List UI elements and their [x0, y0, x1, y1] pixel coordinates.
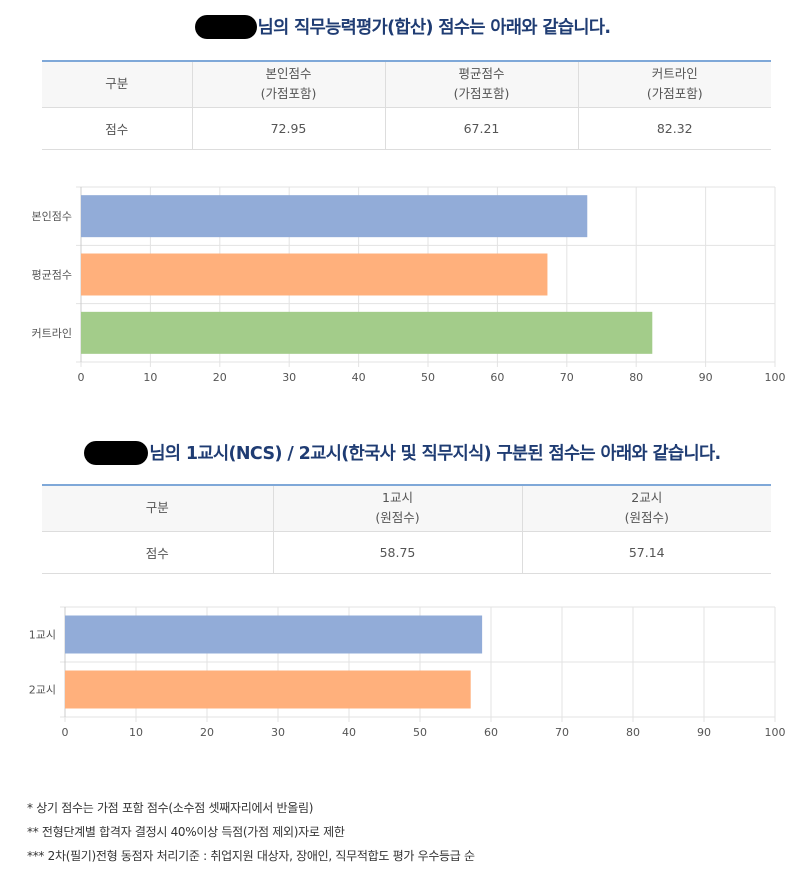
bar	[65, 615, 483, 654]
x-tick-label: 70	[560, 371, 574, 384]
header-category: 구분	[42, 485, 273, 532]
x-tick-label: 100	[765, 371, 786, 384]
section2-score-table: 구분 1교시 (원점수) 2교시 (원점수) 점수 58.75 57.14	[42, 484, 771, 574]
table-row: 점수 58.75 57.14	[42, 531, 771, 574]
x-tick-label: 80	[629, 371, 643, 384]
section1-title: 님의 직무능력평가(합산) 점수는 아래와 같습니다.	[0, 14, 805, 39]
footnote-1: * 상기 점수는 가점 포함 점수(소수점 셋째자리에서 반올림)	[27, 801, 314, 815]
bar	[81, 195, 588, 238]
y-tick-label: 1교시	[29, 629, 56, 642]
header-cutline: 커트라인 (가점포함)	[577, 61, 771, 108]
x-tick-label: 20	[200, 726, 214, 739]
x-tick-label: 30	[271, 726, 285, 739]
y-tick-label: 평균점수	[32, 269, 72, 282]
table-header-row: 구분 1교시 (원점수) 2교시 (원점수)	[42, 485, 771, 532]
footnote-2: ** 전형단계별 합격자 결정시 40%이상 득점(가점 제외)자로 제한	[27, 825, 345, 839]
my-score-value: 72.95	[191, 107, 385, 150]
section2-title: 님의 1교시(NCS) / 2교시(한국사 및 직무지식) 구분된 점수는 아래…	[0, 440, 805, 465]
x-tick-label: 50	[413, 726, 427, 739]
x-tick-label: 70	[555, 726, 569, 739]
redacted-name	[84, 441, 149, 465]
y-tick-label: 본인점수	[32, 210, 72, 223]
bar	[81, 253, 548, 296]
row-label: 점수	[42, 107, 192, 150]
footnotes: * 상기 점수는 가점 포함 점수(소수점 셋째자리에서 반올림) ** 전형단…	[27, 796, 475, 868]
redacted-name	[194, 15, 257, 39]
x-tick-label: 60	[484, 726, 498, 739]
y-tick-label: 커트라인	[32, 327, 72, 340]
header-period2: 2교시 (원점수)	[521, 485, 771, 532]
x-tick-label: 20	[213, 371, 227, 384]
header-category: 구분	[42, 61, 192, 108]
header-my-score: 본인점수 (가점포함)	[191, 61, 385, 108]
period2-value: 57.14	[521, 531, 771, 574]
header-average-score: 평균점수 (가점포함)	[384, 61, 578, 108]
x-tick-label: 100	[765, 726, 786, 739]
period1-value: 58.75	[272, 531, 522, 574]
x-tick-label: 90	[699, 371, 713, 384]
header-period1: 1교시 (원점수)	[272, 485, 522, 532]
table-header-row: 구분 본인점수 (가점포함) 평균점수 (가점포함) 커트라인 (가점포함)	[42, 61, 771, 108]
table-row: 점수 72.95 67.21 82.32	[42, 107, 771, 150]
x-tick-label: 50	[421, 371, 435, 384]
x-tick-label: 0	[78, 371, 85, 384]
bar	[65, 670, 471, 709]
x-tick-label: 0	[62, 726, 69, 739]
x-tick-label: 40	[352, 371, 366, 384]
cutline-value: 82.32	[577, 107, 771, 150]
x-tick-label: 90	[697, 726, 711, 739]
average-score-value: 67.21	[384, 107, 578, 150]
x-tick-label: 40	[342, 726, 356, 739]
footnote-3: *** 2차(필기)전형 동점자 처리기준 : 취업지원 대상자, 장애인, 직…	[27, 849, 475, 863]
x-tick-label: 10	[143, 371, 157, 384]
x-tick-label: 10	[129, 726, 143, 739]
row-label: 점수	[42, 531, 273, 574]
bar	[81, 311, 653, 354]
x-tick-label: 60	[490, 371, 504, 384]
y-tick-label: 2교시	[29, 684, 56, 697]
x-tick-label: 80	[626, 726, 640, 739]
x-tick-label: 30	[282, 371, 296, 384]
section1-score-table: 구분 본인점수 (가점포함) 평균점수 (가점포함) 커트라인 (가점포함) 점수 7…	[42, 60, 771, 150]
